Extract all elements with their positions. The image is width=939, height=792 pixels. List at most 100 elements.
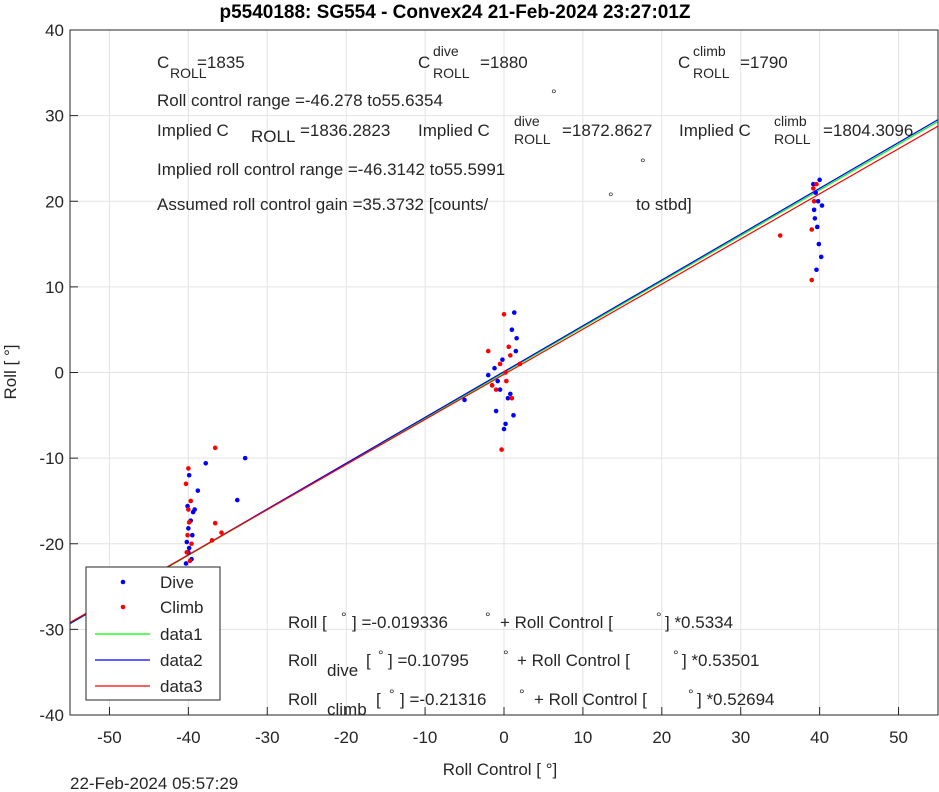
point	[185, 532, 190, 538]
y-tick-label: -10	[39, 449, 64, 468]
point	[506, 344, 512, 350]
point	[815, 198, 821, 204]
annotation: climb	[693, 43, 726, 59]
annotation: C	[678, 53, 690, 72]
x-tick-label: 50	[889, 728, 908, 747]
point	[184, 539, 190, 545]
point	[504, 378, 509, 384]
point	[514, 335, 519, 341]
point	[513, 348, 519, 354]
point	[503, 370, 508, 375]
point	[814, 267, 819, 273]
point	[814, 224, 820, 230]
marks	[69, 119, 939, 625]
point	[209, 538, 215, 543]
point	[500, 357, 505, 362]
chart-title: p5540188: SG554 - Convex24 21-Feb-2024 2…	[219, 2, 690, 23]
point	[203, 460, 209, 466]
annotation: C	[418, 53, 430, 72]
annotation: °	[503, 647, 509, 663]
point	[497, 387, 503, 392]
x-tick-label: 30	[731, 728, 750, 747]
legend-label: Dive	[160, 573, 194, 592]
annotation: °	[673, 647, 679, 663]
point	[809, 277, 815, 283]
point	[489, 383, 495, 388]
point	[185, 503, 190, 509]
annotation: ] *0.52694	[697, 690, 775, 709]
annotation: Roll control range =-46.278 to55.6354	[157, 91, 443, 110]
point	[809, 227, 815, 232]
point	[493, 387, 499, 392]
point	[212, 520, 218, 526]
annotation: =1872.8627	[562, 121, 652, 140]
y-tick-label: 10	[45, 278, 64, 297]
point	[234, 497, 240, 503]
x-tick-label: -30	[255, 728, 280, 747]
x-tick-label: 40	[810, 728, 829, 747]
annotation: ] =-0.21316	[400, 690, 487, 709]
point	[814, 181, 819, 187]
point	[501, 426, 507, 432]
point	[777, 233, 783, 238]
annotation: ] *0.5334	[665, 613, 733, 632]
point	[817, 177, 822, 183]
point	[462, 397, 467, 403]
point	[819, 203, 825, 208]
y-tick-label: -30	[39, 620, 64, 639]
annotation: + Roll Control [	[517, 651, 630, 670]
annotation: °	[378, 647, 384, 663]
y-tick-label: 20	[45, 192, 64, 211]
annotation: °	[608, 189, 614, 205]
point	[811, 181, 816, 187]
point	[190, 532, 195, 538]
point	[186, 526, 191, 531]
annotation: Assumed roll control gain =35.3732 [coun…	[157, 195, 489, 214]
point	[492, 365, 497, 371]
point	[192, 507, 197, 512]
annotation: °	[519, 686, 525, 702]
annotation: Roll	[288, 651, 317, 670]
point	[188, 498, 194, 504]
annotation: =1804.3096	[823, 121, 913, 140]
annotation: =1835	[197, 53, 245, 72]
annotation: Implied C	[679, 121, 751, 140]
legend-label: data2	[160, 651, 203, 670]
x-tick-label: 20	[652, 728, 671, 747]
point	[186, 545, 192, 551]
annotation: ROLL	[774, 131, 811, 147]
point	[811, 186, 816, 191]
x-tick-label: -10	[413, 728, 438, 747]
point	[497, 361, 503, 367]
annotation: Roll	[288, 690, 317, 709]
annotation: °	[688, 686, 694, 702]
point	[187, 558, 193, 564]
point	[508, 353, 513, 358]
point	[485, 348, 491, 354]
point	[183, 561, 189, 566]
point	[184, 550, 190, 555]
point	[186, 507, 191, 512]
annotation: + Roll Control [	[534, 690, 647, 709]
point	[816, 241, 822, 247]
x-tick-label: 10	[573, 728, 592, 747]
annotation: ROLL	[170, 65, 207, 81]
x-tick-label: 0	[499, 728, 508, 747]
point	[495, 378, 500, 384]
annotation: climb	[327, 700, 367, 719]
x-tick-label: -50	[97, 728, 122, 747]
point	[493, 408, 499, 414]
annotation: dive	[514, 113, 540, 129]
y-axis-label: Roll [ °]	[1, 345, 20, 400]
point	[811, 207, 817, 213]
annotation: =1790	[740, 53, 788, 72]
y-tick-label: 0	[55, 364, 64, 383]
annotation: [	[366, 651, 371, 670]
point	[508, 391, 513, 397]
point	[499, 447, 504, 452]
point	[501, 311, 507, 317]
y-tick-label: 40	[45, 21, 64, 40]
annotation: dive	[327, 661, 358, 680]
legend-label: Climb	[160, 598, 203, 617]
